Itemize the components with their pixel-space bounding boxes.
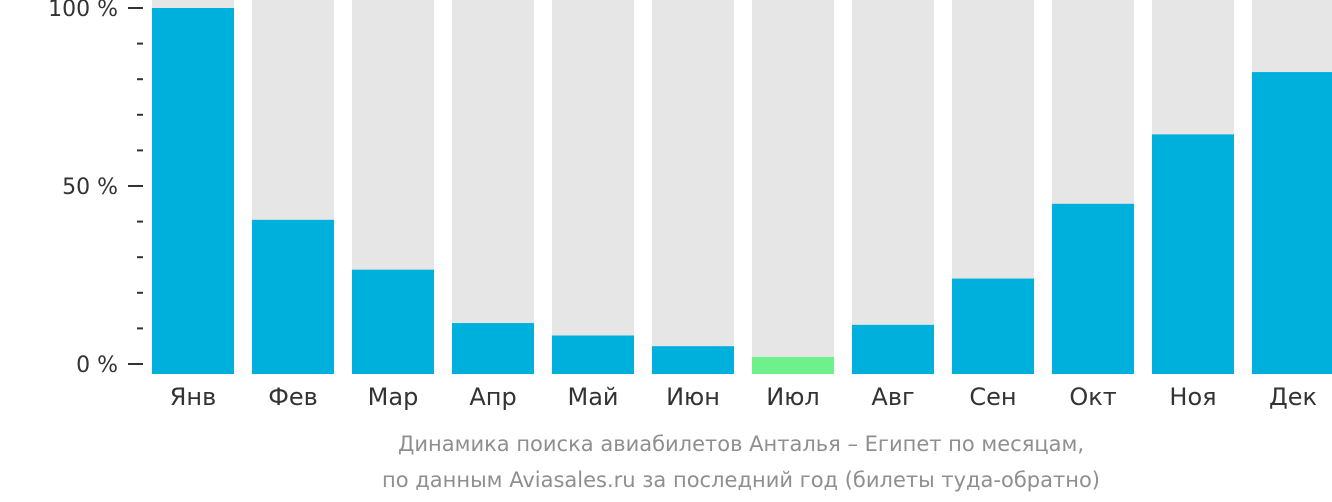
bar-track-5 [552,0,634,374]
x-tick-label-10: Окт [1069,383,1116,411]
bar-track-6 [652,0,734,374]
bar-track-7 [752,0,834,374]
bar-10 [1052,203,1134,374]
x-tick-label-4: Апр [469,383,516,411]
bar-7 [752,356,834,374]
x-tick-label-3: Мар [368,383,419,411]
bar-5 [552,335,634,374]
bar-9 [952,278,1034,374]
y-tick-label-0: 0 % [76,353,118,378]
x-tick-label-1: Янв [170,383,217,411]
bar-4 [452,323,534,374]
bar-2 [252,219,334,374]
chart-caption-line-2: по данным Aviasales.ru за последний год … [382,468,1100,492]
y-axis: 0 % 50 % 100 % [48,0,143,378]
bars-group [152,0,1332,374]
bar-3 [352,269,434,374]
x-tick-label-6: Июн [666,383,720,411]
x-tick-label-2: Фев [268,383,318,411]
chart-caption-line-1: Динамика поиска авиабилетов Анталья – Ег… [398,432,1084,456]
y-tick-label-100: 100 % [48,0,118,22]
x-tick-label-11: Ноя [1169,383,1216,411]
bar-track-4 [452,0,534,374]
bar-6 [652,346,734,374]
x-tick-label-7: Июл [766,383,820,411]
bar-track-8 [852,0,934,374]
bar-11 [1152,134,1234,374]
y-tick-label-50: 50 % [62,175,118,200]
x-tick-label-9: Сен [969,383,1016,411]
x-tick-label-8: Авг [871,383,914,411]
bar-8 [852,324,934,374]
bar-1 [152,8,234,374]
x-tick-label-12: Дек [1269,383,1317,411]
x-tick-label-5: Май [567,383,618,411]
bar-12 [1252,72,1332,374]
x-axis: Янв Фев Мар Апр Май Июн Июл Авг Сен Окт Ноя Дек [170,383,1317,411]
